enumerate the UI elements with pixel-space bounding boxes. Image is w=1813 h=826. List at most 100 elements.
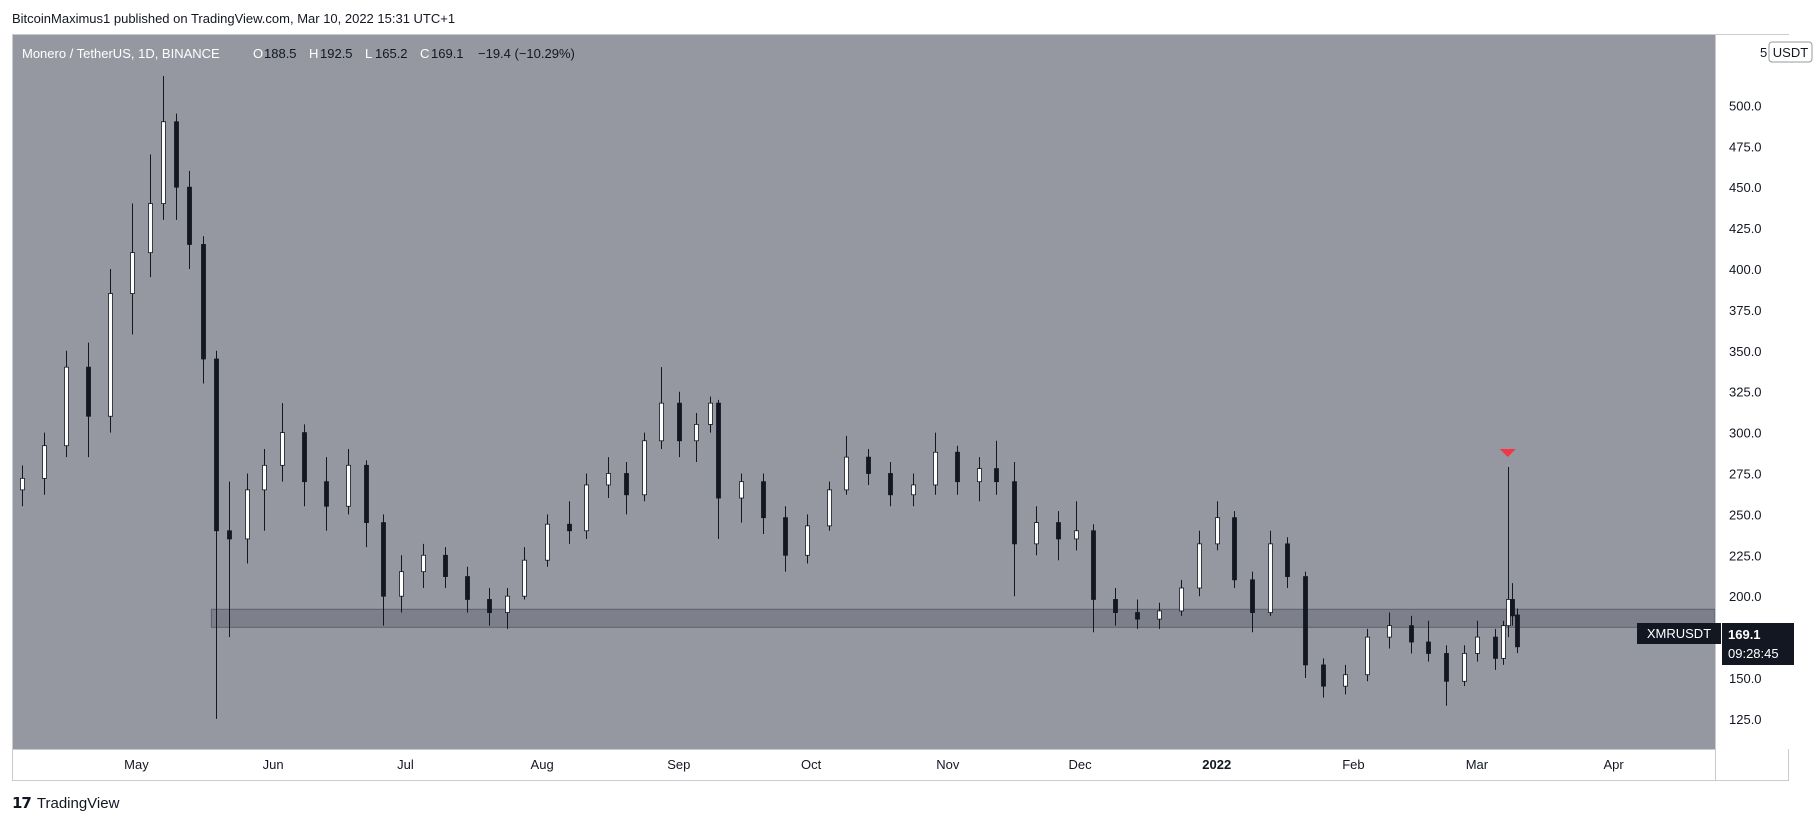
candle-body <box>487 599 492 613</box>
candle <box>642 432 647 502</box>
last-price-label: XMRUSDT 169.1 09:28:45 <box>1637 623 1794 665</box>
candle-body <box>1091 530 1096 600</box>
candle-body <box>1321 664 1326 687</box>
candle <box>677 391 682 458</box>
candle <box>86 342 91 458</box>
legend-high-label: H <box>309 46 318 61</box>
candle <box>606 457 611 499</box>
candle <box>1034 506 1039 556</box>
chart-pane-background[interactable] <box>13 35 1715 749</box>
candle-body <box>1343 674 1348 687</box>
currency-badge-box <box>1768 41 1813 63</box>
candle-body <box>955 451 960 483</box>
candle <box>346 448 351 515</box>
support-zone <box>210 608 1716 628</box>
time-tick-label: Oct <box>801 757 822 772</box>
candle <box>933 432 938 495</box>
currency-badge[interactable]: 5 USDT <box>1760 41 1813 63</box>
candle-body <box>1074 530 1079 540</box>
candle <box>130 203 135 335</box>
candle-body <box>739 481 744 499</box>
candle-body <box>214 358 219 532</box>
candle <box>716 399 721 539</box>
candle <box>1365 628 1370 682</box>
time-tick-label: Apr <box>1603 757 1624 772</box>
candlestick-chart[interactable]: 125.0150.0175.0200.0225.0250.0275.0300.0… <box>0 0 1813 790</box>
candle-body <box>866 456 871 474</box>
legend-close-label: C <box>420 46 429 61</box>
candle-body <box>1056 522 1061 540</box>
candle <box>1343 664 1348 695</box>
candle <box>911 473 916 507</box>
candle <box>1475 620 1480 662</box>
candle <box>888 462 893 507</box>
time-tick-label: Nov <box>936 757 960 772</box>
candle-body <box>1506 599 1511 627</box>
candle-body <box>227 530 232 540</box>
candle-body <box>1515 614 1520 648</box>
candle <box>1285 537 1290 589</box>
last-price-value: 169.1 <box>1728 627 1761 642</box>
candle <box>522 547 527 600</box>
price-tick-label: 275.0 <box>1729 467 1762 482</box>
candle <box>1056 511 1061 561</box>
candle-body <box>465 576 470 600</box>
candle <box>694 412 699 463</box>
candle <box>187 170 192 269</box>
candle <box>584 473 589 539</box>
candle <box>174 113 179 220</box>
candle-body <box>1475 636 1480 654</box>
time-scale[interactable]: May Jun Jul Aug Sep Oct Nov Dec 2022 Feb Mar Apr <box>13 749 1715 780</box>
candle-body <box>1113 599 1118 613</box>
price-tick-label: 450.0 <box>1729 180 1762 195</box>
candle <box>761 473 766 535</box>
candle <box>1113 588 1118 626</box>
legend-high-value: 192.5 <box>320 46 353 61</box>
candle-body <box>1365 636 1370 676</box>
candle-body <box>505 595 510 613</box>
time-scale-background[interactable] <box>13 749 1715 780</box>
candle-body <box>994 468 999 483</box>
candle <box>1179 579 1184 616</box>
candle-body <box>381 522 386 597</box>
candle <box>1426 620 1431 662</box>
candle <box>201 236 206 384</box>
candle <box>1135 599 1140 629</box>
candle <box>783 506 788 572</box>
candle-body <box>567 523 572 532</box>
candle <box>505 588 510 629</box>
candle <box>1501 620 1506 665</box>
footer-brand[interactable]: 17 TradingView <box>12 793 119 813</box>
candle <box>1321 658 1326 698</box>
legend-close-value: 169.1 <box>431 46 464 61</box>
candle <box>20 465 25 507</box>
candle <box>624 462 629 515</box>
candle <box>214 350 219 719</box>
candle <box>465 566 470 613</box>
countdown-value: 09:28:45 <box>1728 646 1779 661</box>
candle-body <box>659 402 664 442</box>
candle <box>1215 501 1220 551</box>
price-scale[interactable]: 125.0150.0175.0200.0225.0250.0275.0300.0… <box>1715 35 1813 780</box>
candle <box>1462 645 1467 687</box>
candle-body <box>1387 625 1392 638</box>
candle <box>161 75 166 220</box>
candle-body <box>545 523 550 561</box>
legend-low-label: L <box>365 46 372 61</box>
chart-pane[interactable] <box>13 35 1715 749</box>
marker-layer <box>1499 448 1516 457</box>
candle-body <box>346 464 351 507</box>
candle-body <box>302 432 307 483</box>
candle <box>567 501 572 544</box>
candle <box>844 435 849 495</box>
price-tick-label: 125.0 <box>1729 712 1762 727</box>
price-tick-label: 425.0 <box>1729 221 1762 236</box>
candle-body <box>1268 543 1273 613</box>
candle-body <box>1135 612 1140 620</box>
candle <box>1074 501 1079 551</box>
candle-body <box>844 456 849 491</box>
candle-body <box>761 481 766 519</box>
currency-label: USDT <box>1773 45 1808 60</box>
tradingview-logo-icon: 17 <box>12 794 32 812</box>
candle <box>1250 571 1255 633</box>
